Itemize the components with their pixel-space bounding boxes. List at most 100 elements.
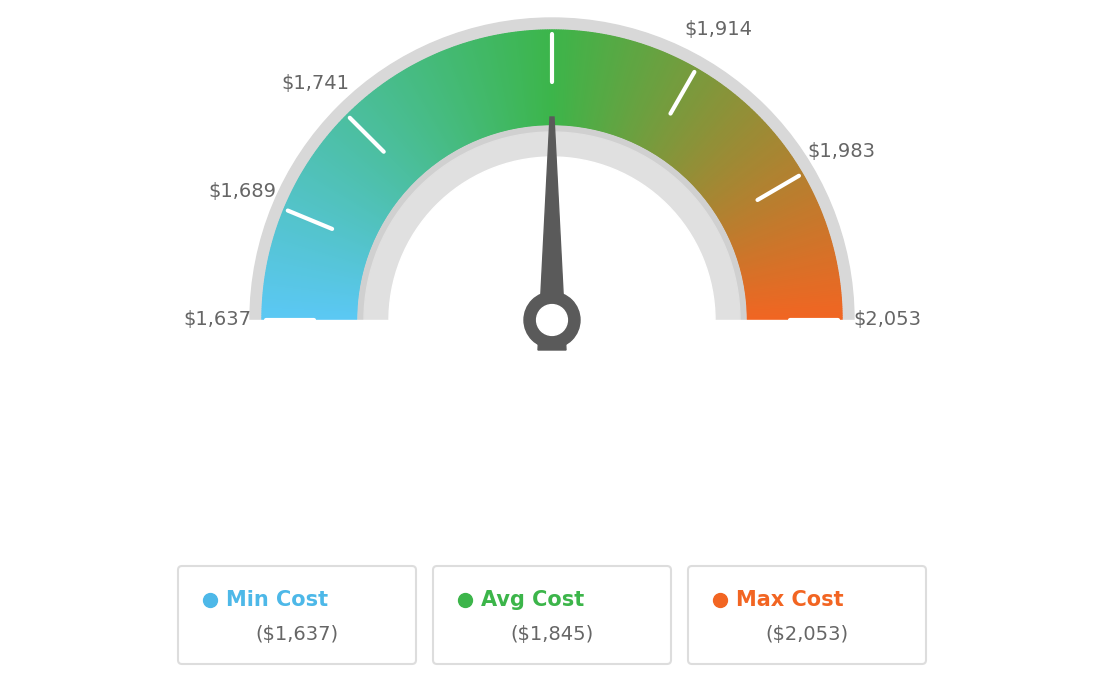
- Wedge shape: [620, 49, 657, 138]
- Wedge shape: [665, 83, 721, 161]
- Wedge shape: [284, 207, 372, 246]
- Wedge shape: [320, 144, 397, 203]
- Wedge shape: [305, 166, 386, 218]
- Wedge shape: [718, 166, 799, 218]
- Wedge shape: [733, 213, 822, 250]
- Wedge shape: [611, 43, 641, 135]
- Polygon shape: [538, 117, 566, 350]
- Wedge shape: [737, 230, 828, 262]
- Wedge shape: [731, 203, 818, 243]
- Wedge shape: [741, 246, 832, 271]
- Wedge shape: [715, 163, 797, 215]
- Wedge shape: [708, 146, 785, 204]
- Wedge shape: [396, 74, 449, 155]
- Wedge shape: [722, 178, 806, 226]
- Wedge shape: [268, 259, 361, 280]
- Circle shape: [537, 304, 567, 335]
- Wedge shape: [583, 34, 599, 128]
- Wedge shape: [263, 297, 358, 306]
- Wedge shape: [625, 51, 664, 140]
- Text: ($1,845): ($1,845): [510, 625, 594, 644]
- Wedge shape: [426, 57, 469, 144]
- Wedge shape: [745, 279, 839, 294]
- Wedge shape: [739, 237, 830, 266]
- Wedge shape: [423, 59, 466, 146]
- Wedge shape: [599, 39, 624, 131]
- Wedge shape: [385, 81, 442, 161]
- Wedge shape: [411, 66, 458, 150]
- Wedge shape: [469, 41, 498, 133]
- Wedge shape: [265, 275, 360, 291]
- Wedge shape: [601, 39, 626, 132]
- Wedge shape: [721, 177, 805, 225]
- Wedge shape: [293, 188, 379, 233]
- Wedge shape: [465, 43, 495, 134]
- Wedge shape: [732, 209, 820, 247]
- Text: $2,053: $2,053: [853, 310, 921, 330]
- Wedge shape: [673, 94, 735, 169]
- Wedge shape: [560, 30, 565, 125]
- Wedge shape: [686, 108, 752, 179]
- Wedge shape: [644, 63, 690, 148]
- Wedge shape: [302, 170, 385, 221]
- Wedge shape: [672, 92, 733, 168]
- Wedge shape: [282, 213, 371, 250]
- Wedge shape: [639, 61, 683, 146]
- Wedge shape: [628, 53, 667, 141]
- Wedge shape: [498, 34, 517, 128]
- Wedge shape: [275, 233, 367, 263]
- Wedge shape: [336, 125, 407, 190]
- Wedge shape: [730, 201, 817, 241]
- Wedge shape: [487, 37, 509, 130]
- Wedge shape: [696, 123, 766, 189]
- Wedge shape: [745, 286, 840, 299]
- Wedge shape: [333, 128, 406, 193]
- Wedge shape: [263, 302, 358, 309]
- Wedge shape: [597, 38, 622, 130]
- Wedge shape: [267, 266, 360, 285]
- Wedge shape: [693, 120, 763, 186]
- Wedge shape: [723, 182, 808, 229]
- Wedge shape: [592, 36, 613, 129]
- Wedge shape: [669, 88, 728, 165]
- Wedge shape: [408, 67, 457, 150]
- Wedge shape: [505, 34, 521, 128]
- Text: ($2,053): ($2,053): [765, 625, 849, 644]
- Wedge shape: [433, 55, 474, 142]
- Wedge shape: [569, 31, 580, 126]
- Wedge shape: [742, 257, 836, 279]
- Wedge shape: [403, 70, 453, 153]
- Wedge shape: [604, 40, 630, 132]
- Wedge shape: [737, 228, 828, 259]
- Wedge shape: [474, 40, 500, 132]
- Wedge shape: [746, 295, 841, 305]
- Wedge shape: [537, 30, 543, 126]
- Wedge shape: [412, 65, 459, 149]
- Wedge shape: [729, 199, 816, 239]
- Wedge shape: [376, 88, 435, 165]
- Wedge shape: [688, 112, 755, 181]
- Wedge shape: [735, 221, 826, 255]
- Wedge shape: [263, 293, 358, 303]
- Wedge shape: [534, 30, 541, 126]
- Wedge shape: [739, 235, 830, 264]
- FancyBboxPatch shape: [178, 566, 416, 664]
- Wedge shape: [690, 115, 758, 184]
- Wedge shape: [266, 268, 360, 286]
- Wedge shape: [655, 74, 708, 155]
- Wedge shape: [657, 75, 709, 156]
- Wedge shape: [445, 50, 481, 139]
- Wedge shape: [424, 59, 468, 145]
- Wedge shape: [263, 295, 358, 305]
- Wedge shape: [395, 75, 447, 156]
- Wedge shape: [633, 56, 673, 143]
- Wedge shape: [593, 37, 615, 130]
- Circle shape: [524, 292, 580, 348]
- Wedge shape: [273, 241, 364, 268]
- Wedge shape: [380, 86, 437, 163]
- Wedge shape: [617, 46, 650, 137]
- Wedge shape: [513, 32, 528, 127]
- Wedge shape: [581, 33, 597, 128]
- Text: $1,983: $1,983: [807, 141, 875, 161]
- Wedge shape: [728, 195, 815, 237]
